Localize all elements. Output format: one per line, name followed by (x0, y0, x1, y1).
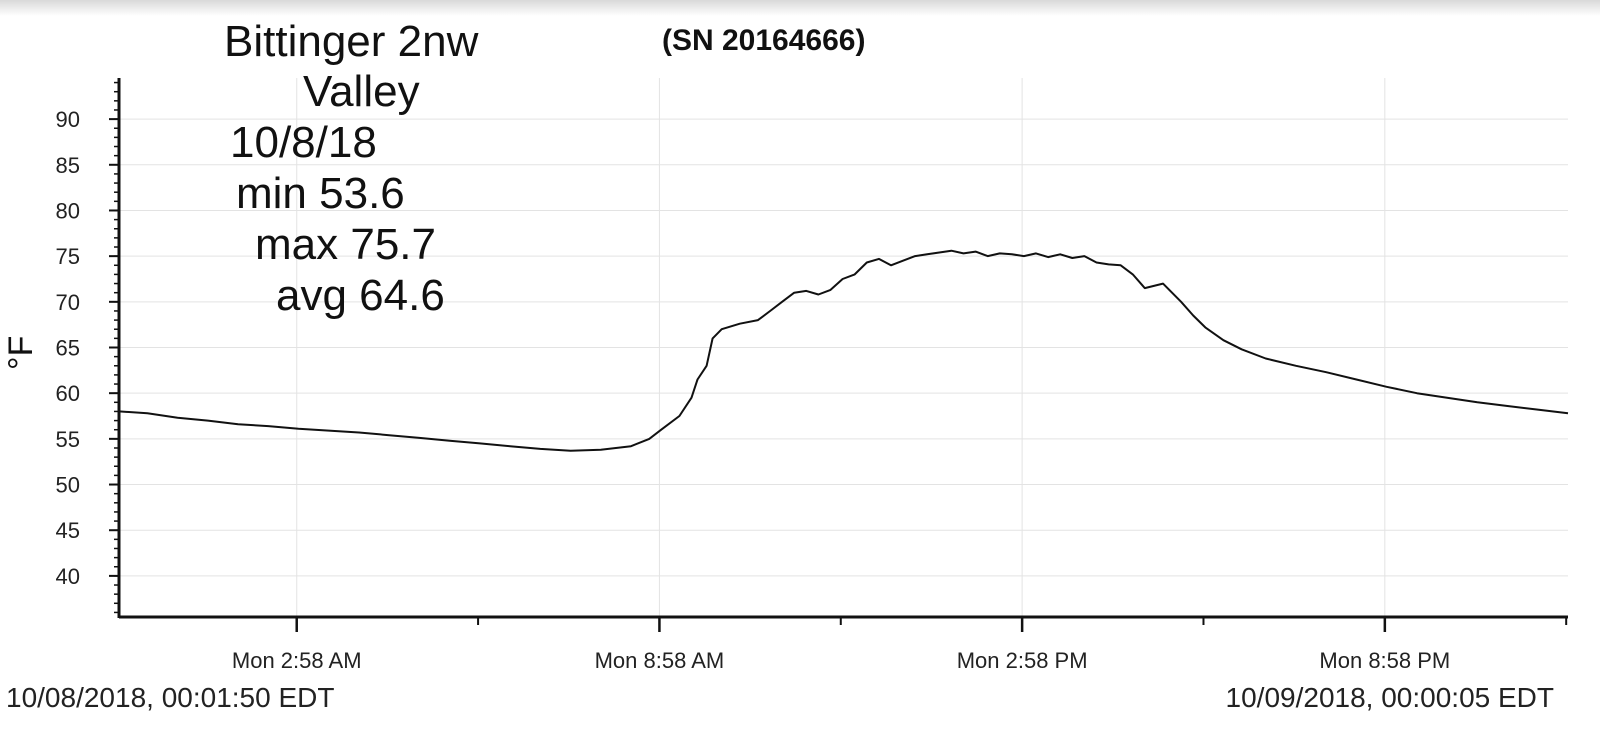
start-timestamp: 10/08/2018, 00:01:50 EDT (6, 682, 335, 713)
y-tick-label: 45 (56, 518, 80, 543)
chart-title-line1: Bittinger 2nw (224, 17, 479, 66)
x-tick-label: Mon 8:58 PM (1319, 648, 1450, 673)
end-timestamp: 10/09/2018, 00:00:05 EDT (1225, 682, 1554, 713)
y-tick-label: 50 (56, 473, 80, 498)
y-tick-label: 75 (56, 244, 80, 269)
temperature-series-line (118, 249, 1569, 452)
y-axis-label: °F (2, 335, 40, 370)
x-tick-label: Mon 2:58 AM (232, 648, 362, 673)
y-axis-ticks: 40 45 50 55 60 65 70 75 80 85 90 (56, 107, 119, 589)
chart-date: 10/8/18 (230, 118, 377, 167)
chart-title-line2: Valley (303, 67, 420, 116)
x-axis-ticks: Mon 2:58 AM Mon 8:58 AM Mon 2:58 PM Mon 8:5… (232, 617, 1568, 673)
y-tick-label: 55 (56, 427, 80, 452)
stat-max: max 75.7 (255, 220, 436, 269)
stat-avg: avg 64.6 (276, 271, 445, 320)
x-tick-label: Mon 8:58 AM (595, 648, 725, 673)
y-tick-label: 65 (56, 336, 80, 361)
y-tick-label: 90 (56, 107, 80, 132)
y-tick-label: 80 (56, 198, 80, 223)
grid-lines (119, 78, 1568, 617)
y-tick-label: 70 (56, 290, 80, 315)
x-tick-label: Mon 2:58 PM (957, 648, 1088, 673)
y-tick-label: 60 (56, 381, 80, 406)
stat-min: min 53.6 (236, 169, 405, 218)
serial-number: (SN 20164666) (662, 24, 866, 57)
y-tick-label: 40 (56, 564, 80, 589)
y-tick-label: 85 (56, 153, 80, 178)
window-top-shadow (0, 0, 1600, 16)
